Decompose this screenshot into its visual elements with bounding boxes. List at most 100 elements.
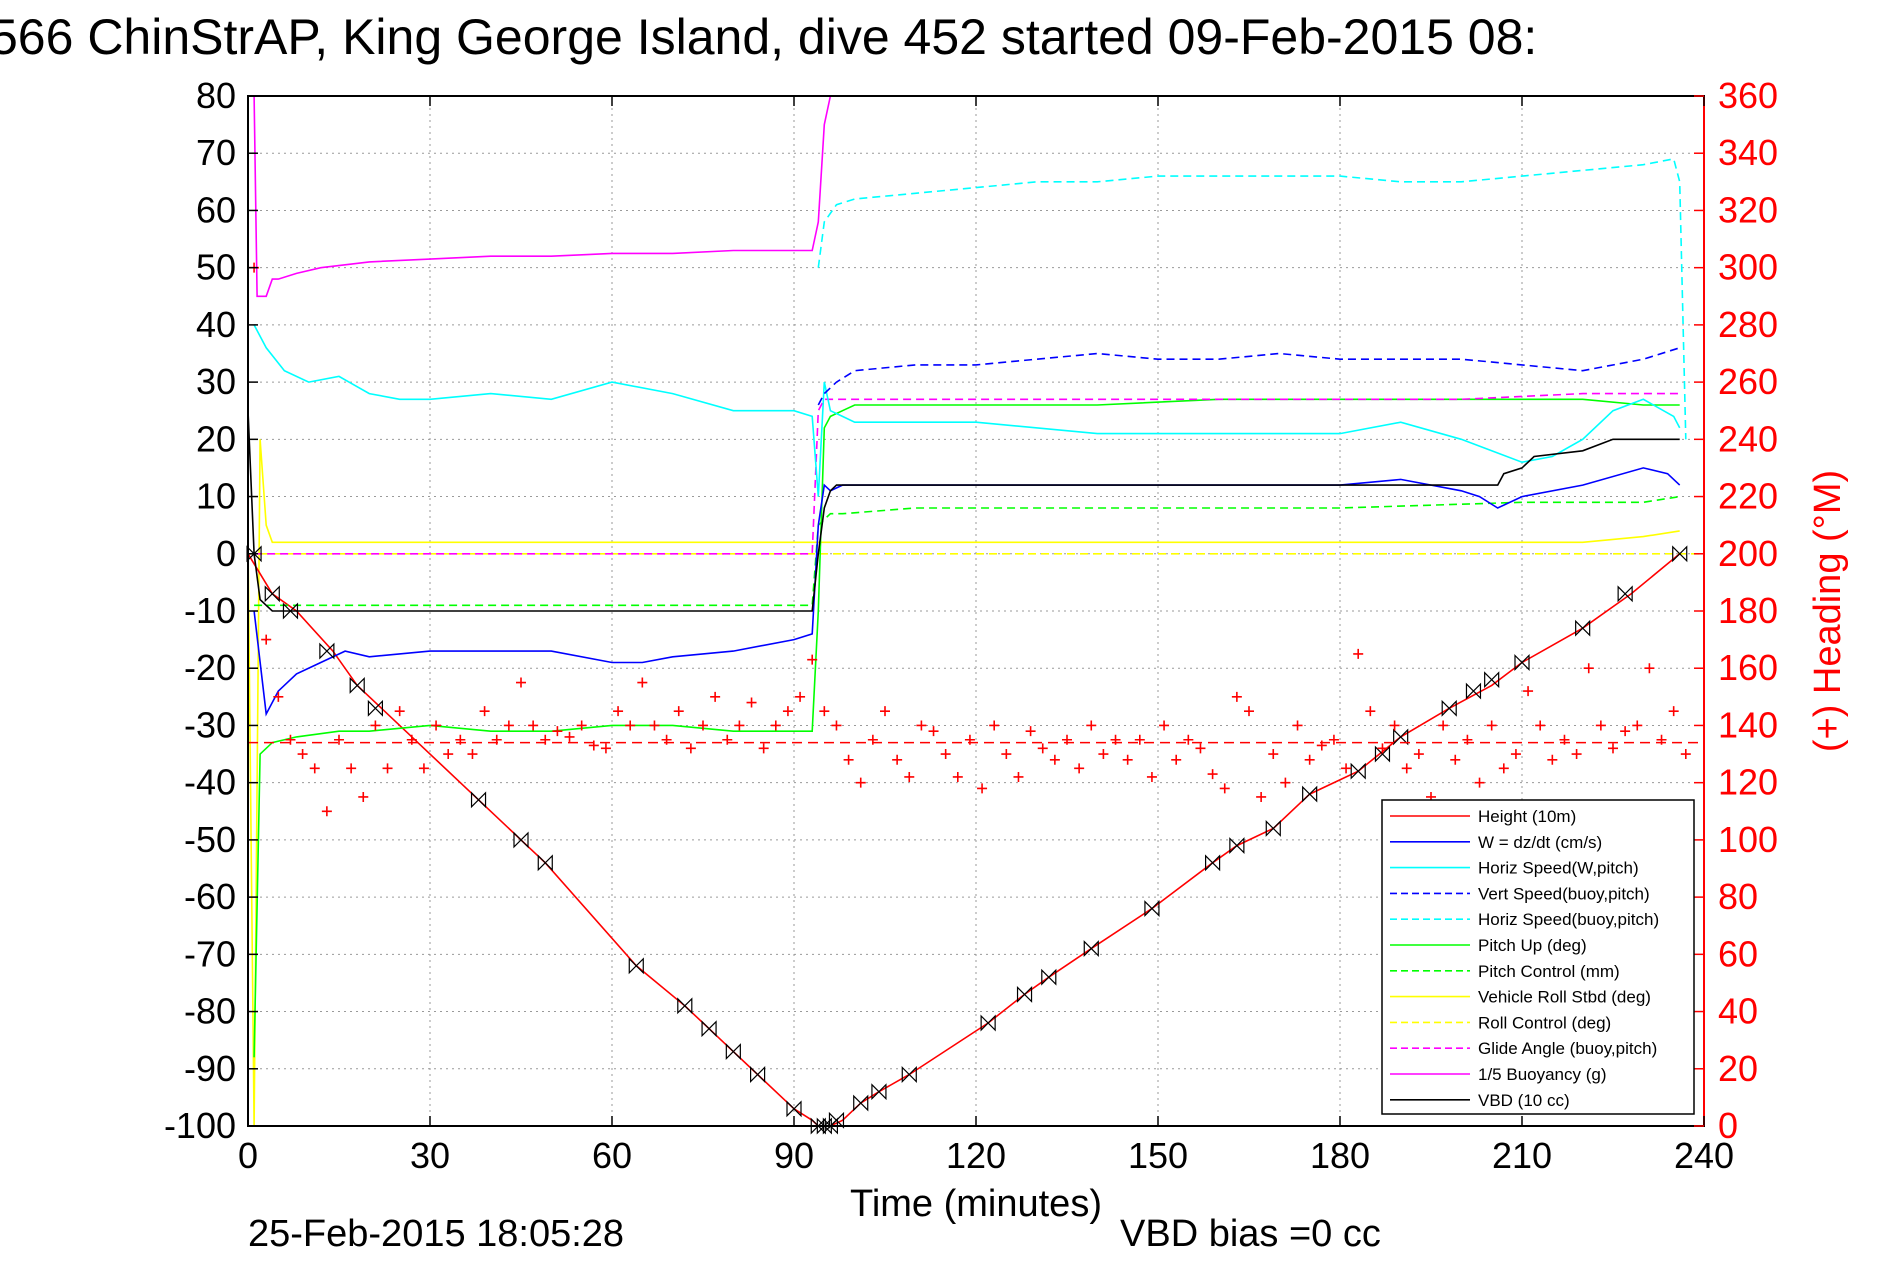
heading-point bbox=[1110, 734, 1121, 745]
depth-marker bbox=[1514, 654, 1530, 671]
heading-point bbox=[1001, 749, 1012, 760]
depth-marker bbox=[901, 1066, 917, 1083]
depth-marker bbox=[1465, 682, 1482, 700]
heading-point bbox=[1025, 726, 1036, 737]
heading-point bbox=[491, 734, 502, 745]
depth-marker bbox=[701, 1020, 717, 1038]
heading-point bbox=[1474, 777, 1485, 788]
heading-point bbox=[1049, 754, 1060, 765]
x-tick-label: 240 bbox=[1674, 1135, 1734, 1176]
heading-point bbox=[1450, 754, 1461, 765]
y2-tick-label: 200 bbox=[1718, 533, 1778, 574]
legend-box bbox=[1381, 799, 1695, 1115]
heading-point bbox=[685, 743, 696, 754]
y-tick-label: -80 bbox=[184, 991, 236, 1032]
y2-tick-label: 180 bbox=[1718, 590, 1778, 631]
heading-point bbox=[273, 691, 284, 702]
heading-point bbox=[698, 720, 708, 731]
x-tick-label: 0 bbox=[238, 1135, 258, 1176]
legend-label: Vehicle Roll Stbd (deg) bbox=[1478, 988, 1651, 1007]
x-tick-label: 180 bbox=[1310, 1135, 1370, 1176]
depth-marker bbox=[1672, 545, 1688, 563]
y-tick-label: -10 bbox=[184, 590, 236, 631]
depth-marker bbox=[1229, 837, 1245, 855]
y-tick-label: 40 bbox=[196, 304, 236, 345]
y2-tick-label: 340 bbox=[1718, 132, 1778, 173]
y2-tick-label: 20 bbox=[1718, 1048, 1758, 1089]
heading-point bbox=[1171, 754, 1182, 765]
depth-marker bbox=[810, 1117, 826, 1135]
legend: Height (10m) W = dz/dt (cm/s) Horiz Speed(… bbox=[1381, 799, 1695, 1115]
y2-tick-label: 40 bbox=[1718, 991, 1758, 1032]
heading-point bbox=[431, 720, 442, 731]
depth-marker bbox=[282, 602, 299, 620]
heading-point bbox=[782, 706, 793, 717]
y-axis-ticks: -100-90-80-70-60-50-40-30-20-10010203040… bbox=[164, 75, 258, 1146]
heading-point bbox=[613, 706, 624, 717]
heading-point bbox=[346, 763, 357, 774]
y2-tick-label: 80 bbox=[1718, 876, 1758, 917]
heading-point bbox=[867, 734, 878, 745]
y2-tick-label: 100 bbox=[1718, 819, 1778, 860]
heading-point bbox=[1074, 763, 1085, 774]
heading-point bbox=[770, 720, 781, 731]
legend-label: Horiz Speed(W,pitch) bbox=[1478, 859, 1639, 878]
heading-point bbox=[1462, 734, 1473, 745]
series-line-horiz-speed-w-pitch bbox=[253, 324, 1681, 497]
y2-tick-label: 140 bbox=[1718, 704, 1778, 745]
heading-point bbox=[1413, 749, 1424, 760]
heading-point bbox=[261, 634, 272, 645]
depth-marker bbox=[980, 1014, 996, 1032]
heading-point bbox=[952, 771, 963, 782]
heading-point bbox=[1183, 734, 1194, 745]
y2-tick-label: 280 bbox=[1718, 304, 1778, 345]
y-tick-label: -60 bbox=[184, 876, 236, 917]
depth-marker bbox=[1617, 585, 1633, 603]
y2-tick-label: 240 bbox=[1718, 418, 1778, 459]
heading-point bbox=[1268, 749, 1279, 760]
heading-point bbox=[1013, 771, 1024, 782]
legend-label: W = dz/dt (cm/s) bbox=[1478, 833, 1602, 852]
legend-label: Horiz Speed(buoy,pitch) bbox=[1478, 910, 1659, 929]
heading-point bbox=[1244, 706, 1254, 717]
legend-label: VBD (10 cc) bbox=[1478, 1091, 1570, 1110]
footer-timestamp: 25-Feb-2015 18:05:28 bbox=[248, 1213, 624, 1255]
footer-vbd-bias: VBD bias =0 cc bbox=[1120, 1213, 1381, 1255]
heading-point bbox=[1523, 686, 1534, 697]
heading-point bbox=[928, 726, 939, 737]
heading-point bbox=[600, 743, 611, 754]
x-axis-label: Time (minutes) bbox=[850, 1183, 1102, 1225]
x-tick-label: 150 bbox=[1128, 1135, 1188, 1176]
heading-point bbox=[1207, 769, 1218, 780]
heading-point bbox=[673, 706, 684, 717]
depth-marker bbox=[1350, 762, 1366, 780]
series-line-w-dz-dt-cm-s bbox=[253, 467, 1681, 717]
depth-marker bbox=[1083, 940, 1099, 958]
legend-label: Roll Control (deg) bbox=[1478, 1013, 1611, 1032]
y-tick-label: -70 bbox=[184, 933, 236, 974]
heading-point bbox=[394, 706, 405, 717]
heading-point bbox=[1571, 749, 1582, 760]
heading-points bbox=[248, 262, 1704, 817]
legend-label: Glide Angle (buoy,pitch) bbox=[1478, 1039, 1657, 1058]
heading-point bbox=[576, 720, 587, 731]
heading-point bbox=[382, 763, 393, 774]
heading-point bbox=[1353, 648, 1364, 659]
heading-point bbox=[1159, 720, 1170, 731]
heading-point bbox=[746, 697, 757, 708]
heading-point bbox=[1438, 720, 1449, 731]
heading-point bbox=[637, 677, 648, 688]
heading-point bbox=[1559, 734, 1570, 745]
heading-point bbox=[285, 734, 296, 745]
y-tick-label: 60 bbox=[196, 189, 236, 230]
y2-tick-label: 0 bbox=[1718, 1105, 1738, 1146]
y-tick-label: -30 bbox=[184, 704, 236, 745]
series-line-vehicle-roll-stbd-deg bbox=[247, 439, 1680, 1127]
depth-marker bbox=[319, 642, 335, 660]
heading-point bbox=[1280, 777, 1291, 788]
legend-label: 1/5 Buoyancy (g) bbox=[1478, 1065, 1607, 1084]
y2-axis-ticks: 0 20 40 60 80 100 120 140 160 180 200 220 240 260 280 3… bbox=[1694, 75, 1778, 1146]
depth-marker bbox=[1016, 985, 1033, 1003]
heading-point bbox=[625, 720, 636, 731]
